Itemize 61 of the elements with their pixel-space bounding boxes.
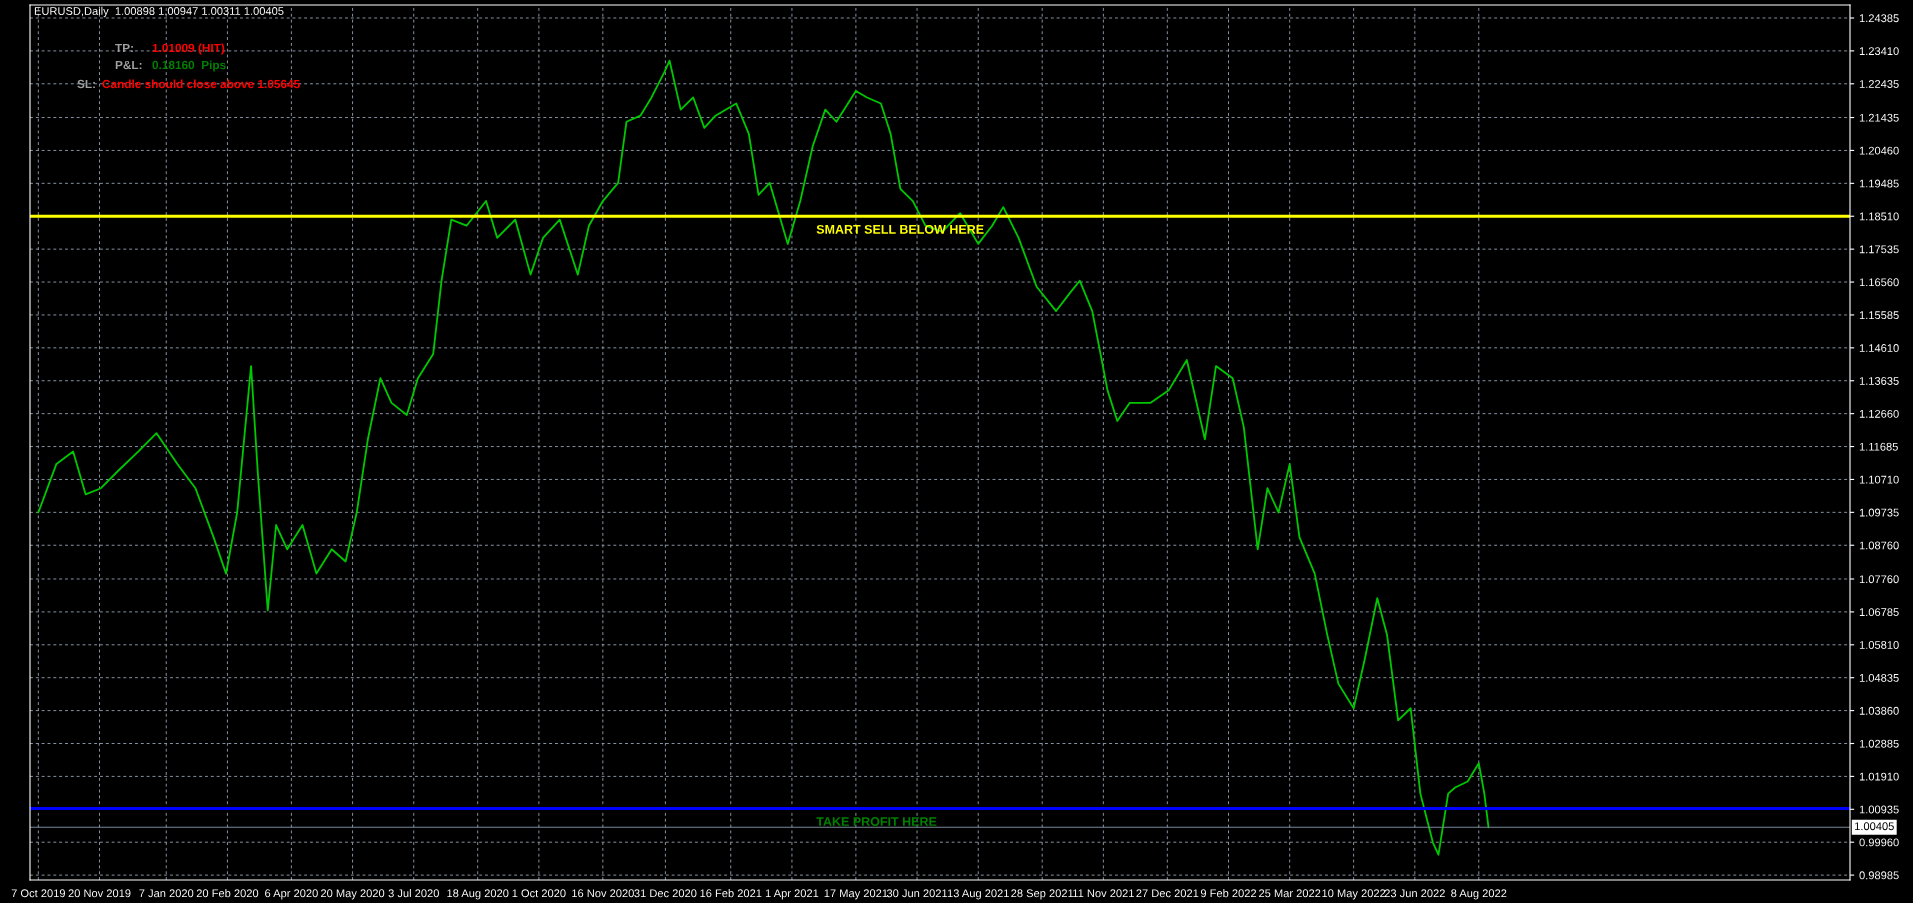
x-tick-label: 1 Oct 2020 (512, 889, 566, 898)
y-tick-label: 1.10710 (1859, 475, 1899, 484)
annotation: P&L: (115, 60, 142, 70)
y-tick-label: 1.07760 (1859, 575, 1899, 584)
x-tick-label: 3 Jul 2020 (388, 889, 439, 898)
y-tick-label: 1.24385 (1859, 14, 1899, 23)
y-tick-label: 1.03860 (1859, 706, 1899, 715)
y-tick-label: 1.05810 (1859, 641, 1899, 649)
y-tick-label: 0.98985 (1859, 871, 1899, 880)
x-tick-label: 18 Aug 2020 (447, 889, 509, 900)
x-tick-label: 6 Apr 2020 (265, 889, 318, 900)
annotation: 0.18160 Pips (152, 60, 226, 72)
x-tick-label: 16 Nov 2020 (572, 889, 634, 898)
y-tick-label: 1.19485 (1859, 179, 1899, 188)
line-series (37, 59, 1490, 856)
y-tick-label: 1.22435 (1859, 80, 1899, 88)
y-tick-label: 1.08760 (1859, 541, 1899, 550)
x-tick-label: 1 Apr 2021 (765, 889, 819, 900)
y-tick-label: 1.02885 (1859, 739, 1899, 748)
y-tick-label: 1.16560 (1859, 278, 1899, 287)
annotation: SL: (77, 79, 95, 89)
ref-line-label: 1.00405 (1855, 822, 1894, 831)
x-tick-label: 28 Sep 2021 (1011, 889, 1074, 900)
x-tick-label: 11 Nov 2021 (1073, 889, 1134, 898)
x-tick-label: 31 Dec 2020 (634, 889, 697, 898)
x-tick-label: 16 Feb 2021 (700, 889, 762, 898)
y-tick-label: 1.15585 (1859, 311, 1899, 320)
y-tick-label: 1.13635 (1859, 377, 1899, 385)
y-tick-label: 1.06785 (1859, 608, 1899, 617)
y-tick-label: 1.12660 (1859, 409, 1899, 418)
x-tick-label: 17 May 2021 (824, 889, 888, 900)
x-tick-label: 9 Feb 2022 (1200, 889, 1257, 898)
x-tick-label: 8 Aug 2022 (1451, 889, 1507, 900)
y-tick-label: 1.04835 (1859, 673, 1899, 682)
y-tick-label: 1.14610 (1859, 344, 1899, 352)
x-tick-label: 25 Mar 2022 (1259, 889, 1321, 898)
y-tick-label: 1.21435 (1859, 113, 1899, 122)
x-tick-label: 10 May 2022 (1322, 889, 1386, 900)
y-tick-label: 1.09735 (1859, 508, 1899, 517)
annotation: TP: (115, 43, 133, 53)
y-tick-label: 1.23410 (1859, 47, 1899, 56)
x-tick-label: 20 May 2020 (321, 889, 385, 900)
y-tick-label: 1.20460 (1859, 146, 1899, 155)
y-tick-label: 1.11685 (1859, 442, 1898, 451)
ref-line-label: TAKE PROFIT HERE (816, 817, 937, 826)
x-tick-label: 20 Nov 2019 (68, 889, 131, 898)
x-tick-label: 27 Dec 2021 (1136, 889, 1199, 898)
annotation: 1.01009 (HIT) (152, 43, 225, 55)
y-tick-label: 1.01910 (1859, 772, 1899, 781)
y-tick-label: 0.99960 (1859, 838, 1899, 847)
x-tick-label: 20 Feb 2020 (196, 889, 259, 898)
x-tick-label: 13 Aug 2021 (947, 889, 1009, 900)
annotation: Candle should close above 1.05645 (102, 79, 300, 89)
x-tick-label: 7 Jan 2020 (139, 889, 194, 898)
x-tick-label: 23 Jun 2022 (1384, 889, 1445, 898)
chart-title: EURUSD,Daily 1.00898 1.00947 1.00311 1.00405 (34, 6, 284, 18)
x-tick-label: 7 Oct 2019 (11, 889, 65, 898)
x-tick-label: 30 Jun 2021 (886, 889, 948, 898)
y-tick-label: 1.17535 (1859, 245, 1899, 254)
y-tick-label: 1.18510 (1859, 212, 1899, 221)
y-tick-label: 1.00935 (1859, 805, 1899, 814)
